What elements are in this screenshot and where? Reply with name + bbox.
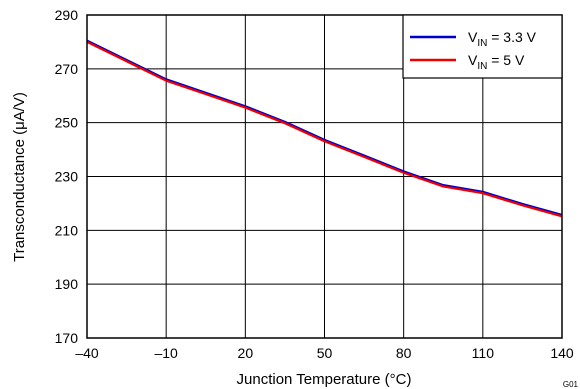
- legend-label-suffix: = 5 V: [487, 52, 525, 68]
- y-tick-label: 270: [55, 61, 79, 77]
- y-axis-label: Transconductance (μA/V): [11, 92, 28, 262]
- x-tick-label: –40: [75, 345, 99, 361]
- series-line-1: [86, 40, 563, 218]
- y-tick-label: 170: [55, 330, 79, 346]
- x-tick-label: 20: [238, 345, 254, 361]
- legend-label-sub: IN: [477, 61, 487, 72]
- series-lines: [86, 39, 563, 218]
- legend-label-vin-5v: VIN = 5 V: [468, 52, 525, 72]
- x-tick-label: 140: [550, 345, 574, 361]
- legend-label-main: V: [468, 29, 478, 45]
- legend-label-sub: IN: [477, 38, 487, 49]
- x-tick-labels: –40 –10 20 50 80 110 140: [75, 345, 574, 361]
- x-tick-label: 80: [396, 345, 412, 361]
- y-tick-label: 190: [55, 276, 79, 292]
- legend-label-suffix: = 3.3 V: [487, 29, 536, 45]
- figure-id: G01: [563, 380, 579, 389]
- y-tick-label: 230: [55, 169, 79, 185]
- legend: VIN = 3.3 V VIN = 5 V: [402, 14, 563, 79]
- y-tick-labels: 170 190 210 230 250 270 290: [55, 7, 79, 346]
- x-tick-label: 50: [317, 345, 333, 361]
- x-tick-label: –10: [154, 345, 178, 361]
- legend-label-main: V: [468, 52, 478, 68]
- y-tick-label: 290: [55, 7, 79, 23]
- x-axis-label: Junction Temperature (°C): [237, 371, 412, 388]
- legend-label-vin-3.3v: VIN = 3.3 V: [468, 29, 537, 49]
- series-line-0: [86, 39, 563, 217]
- legend-box: [402, 14, 563, 79]
- plot-frame: [86, 14, 563, 339]
- y-tick-label: 210: [55, 222, 79, 238]
- y-tick-label: 250: [55, 115, 79, 131]
- x-tick-label: 110: [472, 345, 495, 361]
